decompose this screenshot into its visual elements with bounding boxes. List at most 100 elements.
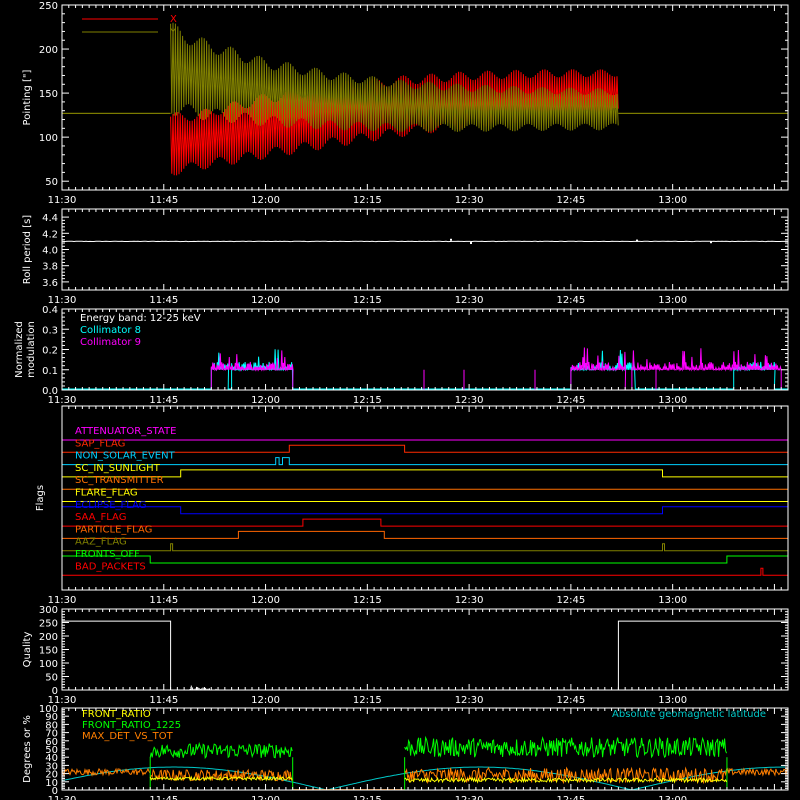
y-tick-label: 200	[39, 632, 58, 643]
y-tick-label: 300	[39, 605, 58, 616]
y-tick-label: 0	[52, 786, 58, 797]
y-tick-label: 50	[45, 745, 58, 756]
x-tick-label: 12:15	[353, 395, 382, 406]
y-tick-label: 30	[45, 761, 58, 772]
y-tick-label: 200	[39, 45, 58, 56]
x-tick-label: 11:30	[48, 195, 77, 206]
x-tick-label: 12:45	[556, 195, 585, 206]
latitude-line	[61, 766, 789, 791]
y-tick-label: 150	[39, 89, 58, 100]
flag-line	[62, 567, 788, 576]
y-tick-label: 0.1	[42, 366, 58, 377]
flag-line	[62, 444, 788, 453]
y-tick-label: 0.4	[42, 305, 58, 316]
roll_period-frame	[61, 208, 789, 291]
flag-label: ECLIPSE_FLAG	[75, 500, 146, 511]
flag-line	[62, 530, 788, 539]
y-tick-label: 10	[45, 778, 58, 789]
x-tick-label: 12:45	[556, 395, 585, 406]
x-tick-label: 11:45	[149, 195, 178, 206]
legend-entry: Collimator 9	[80, 337, 141, 348]
legend-entry: Y	[169, 27, 177, 38]
x-tick-label: 12:00	[251, 195, 280, 206]
x-tick-label: 12:15	[353, 195, 382, 206]
y-tick-label: 90	[45, 712, 58, 723]
y-axis-label: Roll period [s]	[22, 215, 33, 284]
legend-entry: FRONT_RATIO	[82, 709, 151, 720]
y-tick-label: 0	[52, 686, 58, 697]
y-tick-label: 0.3	[42, 325, 58, 336]
x-tick-label: 12:00	[251, 395, 280, 406]
text-layer: 11:30 11:45 12:00 12:15 12:30 12:45 13:0050100…	[14, 1, 766, 800]
x-tick-label: 12:00	[251, 795, 280, 800]
y-tick-label: 4.0	[42, 246, 58, 257]
series-y-line	[170, 22, 619, 132]
roll-period-point	[636, 239, 638, 242]
x-tick-label: 12:15	[353, 595, 382, 606]
x-tick-label: 11:30	[48, 395, 77, 406]
flag-label: SAA_FLAG	[75, 512, 126, 523]
y-axis-label: modulation	[26, 321, 37, 378]
flag-line	[62, 543, 788, 552]
x-tick-label: 12:30	[455, 595, 484, 606]
x-tick-label: 12:45	[556, 595, 585, 606]
x-tick-label: 13:00	[658, 595, 687, 606]
y-tick-label: 150	[39, 646, 58, 657]
roll-period-point	[470, 242, 472, 245]
y-tick-label: 50	[45, 177, 58, 188]
y-tick-label: 100	[39, 704, 58, 715]
x-tick-label: 12:15	[353, 795, 382, 800]
x-tick-label: 13:00	[658, 295, 687, 306]
y-tick-label: 3.6	[42, 278, 58, 289]
roll-period-point	[450, 238, 452, 241]
y-axis-label: Flags	[35, 485, 46, 511]
legend-entry: MAX_DET_VS_TOT	[82, 731, 174, 742]
x-tick-label: 12:00	[251, 695, 280, 706]
x-tick-label: 13:00	[658, 195, 687, 206]
roll-period-point	[710, 241, 712, 244]
x-tick-label: 12:30	[455, 295, 484, 306]
flag-label: FRONTS_OFF	[75, 549, 140, 560]
flag-label: SC_TRANSMITTER	[75, 475, 164, 486]
max-det-line	[61, 767, 151, 777]
x-tick-label: 12:30	[455, 695, 484, 706]
x-tick-label: 12:00	[251, 595, 280, 606]
x-tick-label: 11:45	[149, 695, 178, 706]
x-tick-label: 12:30	[455, 795, 484, 800]
axes-frames	[61, 4, 789, 791]
x-tick-label: 11:30	[48, 795, 77, 800]
flag-label: AAZ_FLAG	[75, 537, 127, 548]
x-tick-label: 11:45	[149, 295, 178, 306]
legend-entry: Absolute geomagnetic latitude	[612, 709, 766, 720]
legend-entry: FRONT_RATIO_1225	[82, 720, 181, 731]
flag-label: ATTENUATOR_STATE	[75, 426, 176, 437]
flag-label: BAD_PACKETS	[75, 561, 146, 572]
modulation-line	[62, 347, 788, 391]
legend-entry: Collimator 8	[80, 325, 141, 336]
front-ratio-1225-line	[149, 741, 293, 759]
flag-label: FLARE_FLAG	[75, 488, 138, 499]
x-tick-label: 12:00	[251, 295, 280, 306]
x-tick-label: 12:15	[353, 695, 382, 706]
y-axis-label: Pointing ["]	[22, 69, 33, 125]
x-tick-label: 11:45	[149, 595, 178, 606]
flag-line	[62, 518, 788, 527]
x-tick-label: 11:30	[48, 595, 77, 606]
y-tick-label: 100	[39, 133, 58, 144]
y-tick-label: 50	[45, 673, 58, 684]
max-det-line	[404, 766, 728, 785]
quality-line	[62, 620, 788, 691]
y-tick-label: 4.4	[42, 213, 58, 224]
front-ratio-line	[404, 776, 728, 784]
legend-entry: X	[170, 14, 177, 25]
flag-line	[62, 555, 788, 564]
y-tick-label: 20	[45, 770, 58, 781]
flag-label: NON_SOLAR_EVENT	[75, 451, 176, 462]
y-tick-label: 70	[45, 729, 58, 740]
flag-line	[62, 506, 788, 515]
x-tick-label: 11:45	[149, 395, 178, 406]
y-tick-label: 250	[39, 1, 58, 12]
flag-label: SC_IN_SUNLIGHT	[75, 463, 161, 474]
y-tick-label: 80	[45, 720, 58, 731]
